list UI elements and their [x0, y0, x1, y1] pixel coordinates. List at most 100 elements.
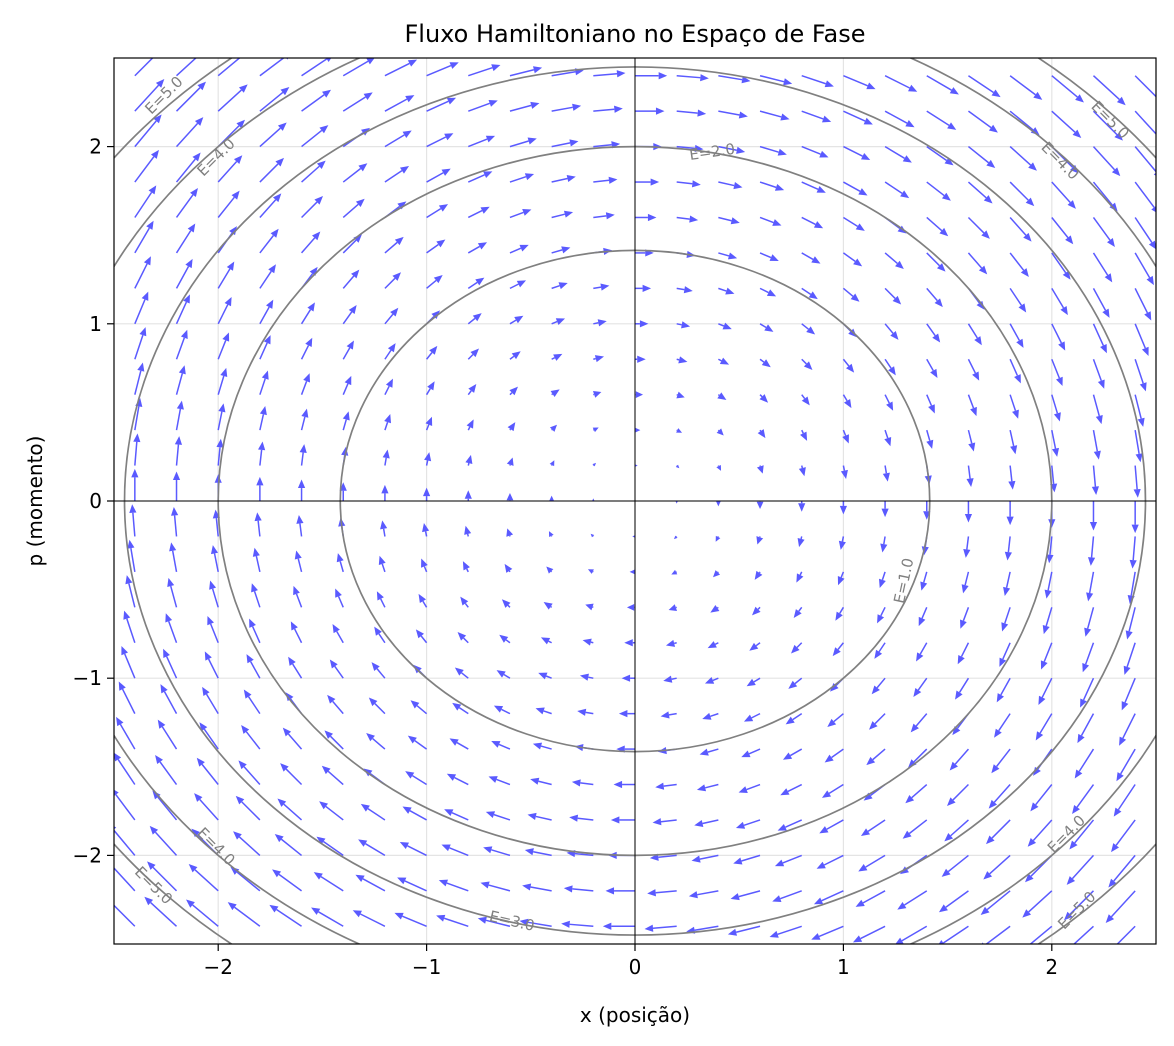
vector-arrow-head: [782, 752, 793, 760]
vector-arrow-head: [1108, 878, 1117, 888]
vector-arrow-shaft: [759, 358, 765, 363]
vector-arrow: [134, 58, 154, 77]
vector-arrow-shaft: [919, 642, 928, 655]
vector-arrow-shaft: [842, 465, 846, 471]
vector-arrow-head: [196, 757, 205, 767]
vector-arrow-shaft: [1074, 819, 1095, 844]
vector-arrow-shaft: [501, 708, 511, 715]
vector-arrow-head: [1033, 766, 1041, 776]
vector-arrow-shaft: [801, 287, 812, 295]
vector-arrow-head: [947, 122, 957, 130]
vector-arrow-shaft: [748, 748, 761, 755]
vector-arrow-head: [452, 702, 462, 711]
vector-arrow: [769, 925, 802, 938]
vector-arrow-shaft: [332, 700, 344, 715]
vector-arrow-shaft: [461, 672, 469, 679]
vector-arrow-head: [658, 72, 668, 80]
vector-arrow-shaft: [991, 819, 1011, 839]
vector-arrow-head: [185, 258, 193, 269]
vector-arrow-shaft: [423, 566, 428, 573]
vector-arrow: [895, 925, 928, 944]
vector-arrow: [675, 464, 680, 469]
vector-arrow: [718, 287, 735, 295]
vector-arrow-head: [1139, 382, 1147, 392]
vector-arrow-head: [908, 759, 917, 768]
vector-arrow-shaft: [697, 890, 719, 896]
vector-arrow: [551, 246, 571, 254]
vector-arrow-shaft: [945, 890, 969, 908]
vector-arrow-head: [774, 859, 785, 867]
vector-arrow: [426, 239, 446, 254]
vector-arrow-head: [384, 414, 392, 424]
vector-arrow: [209, 580, 219, 608]
vector-arrow: [749, 642, 761, 651]
vector-arrow-head: [402, 806, 412, 814]
vector-arrow: [926, 75, 959, 95]
vector-arrow: [716, 464, 722, 471]
vector-arrow-shaft: [300, 416, 306, 431]
vector-arrow-shaft: [968, 75, 994, 94]
vector-arrow-head: [501, 599, 511, 608]
vector-arrow-shaft: [759, 110, 782, 118]
vector-arrow-head: [1030, 127, 1040, 136]
vector-arrow: [277, 798, 303, 821]
vector-arrow-shaft: [426, 352, 433, 360]
vector-arrow-shaft: [259, 163, 279, 183]
vector-arrow-head: [725, 287, 735, 295]
vector-arrow-head: [299, 444, 307, 453]
vector-arrow-head: [730, 893, 740, 901]
vector-arrow: [342, 340, 354, 360]
vector-arrow: [884, 252, 904, 269]
vector-arrow-shaft: [1051, 429, 1057, 449]
vector-arrow-head: [1060, 306, 1068, 316]
vector-arrow: [114, 752, 136, 785]
vector-arrow-head: [892, 295, 902, 305]
vector-arrow: [652, 818, 677, 826]
vector-arrow: [926, 323, 941, 343]
vector-arrow-shaft: [194, 869, 219, 892]
vector-arrow-head: [941, 192, 951, 201]
vector-arrow-shaft: [175, 408, 182, 431]
vector-arrow: [1077, 713, 1095, 744]
vector-arrow-head: [840, 469, 848, 479]
vector-arrow-shaft: [134, 156, 155, 183]
vector-arrow-head: [944, 157, 954, 166]
vector-arrow-head: [125, 575, 133, 585]
vector-arrow: [1129, 536, 1137, 569]
vector-arrow: [938, 925, 969, 944]
vector-arrow: [968, 75, 1001, 98]
vector-arrow-shaft: [840, 571, 845, 578]
vector-arrow-head: [663, 675, 673, 683]
vector-arrow-shaft: [300, 345, 310, 360]
vector-arrow-shaft: [758, 571, 761, 574]
vector-arrow: [1064, 890, 1095, 921]
vector-arrow-head: [399, 842, 410, 850]
vector-arrow-head: [496, 670, 506, 678]
vector-arrow-head: [1003, 586, 1011, 596]
vector-arrow: [756, 465, 764, 474]
vector-arrow: [1134, 252, 1154, 286]
vector-arrow-head: [642, 284, 652, 292]
y-tick-label: −1: [73, 666, 102, 690]
vector-arrow-shaft: [1051, 252, 1067, 274]
vector-arrow-head: [882, 472, 890, 482]
vector-arrow-shaft: [782, 854, 802, 864]
vector-arrow: [426, 168, 451, 183]
vector-arrow-shaft: [967, 181, 987, 199]
vector-arrow-shaft: [655, 890, 677, 894]
vector-arrow: [869, 713, 886, 730]
vector-arrow-head: [477, 242, 488, 250]
vector-arrow-head: [647, 213, 657, 222]
vector-arrow: [123, 610, 136, 643]
vector-arrow-head: [991, 764, 1000, 774]
vector-arrow-head: [652, 818, 662, 826]
vector-arrow: [798, 465, 806, 477]
vector-arrow-shaft: [259, 306, 270, 325]
vector-arrow-head: [798, 503, 806, 512]
vector-arrow-shaft: [342, 60, 369, 77]
vector-arrow-shaft: [128, 583, 136, 608]
vector-arrow-shaft: [821, 890, 844, 902]
vector-arrow-head: [842, 434, 849, 444]
vector-arrow-head: [999, 657, 1007, 667]
vector-arrow: [571, 779, 594, 787]
